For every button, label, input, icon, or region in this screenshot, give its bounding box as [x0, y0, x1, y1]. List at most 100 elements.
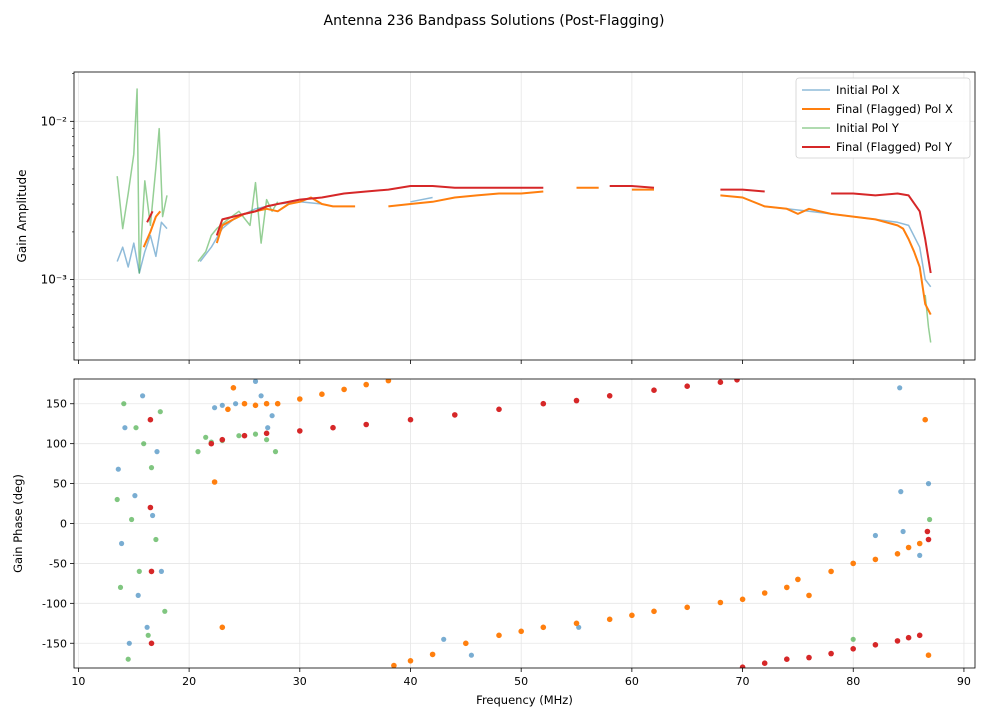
phase-point-final-pol-x: [925, 652, 932, 658]
phase-ytick-label: 0: [60, 518, 67, 531]
phase-point-final-pol-y: [828, 650, 834, 657]
phase-ytick-label: 50: [53, 478, 67, 491]
phase-point-initial-pol-y: [145, 632, 151, 638]
phase-point-initial-pol-x: [258, 393, 264, 399]
phase-point-final-pol-y: [806, 654, 812, 661]
phase-point-final-pol-y: [905, 634, 912, 641]
phase-point-initial-pol-x: [158, 568, 164, 575]
phase-point-initial-pol-x: [468, 652, 474, 658]
phase-ytick-label: 150: [46, 398, 67, 411]
legend-frame: [795, 77, 971, 159]
phase-point-final-pol-x: [850, 560, 856, 567]
phase-point-initial-pol-y: [148, 465, 155, 471]
phase-point-initial-pol-x: [122, 425, 128, 431]
phase-point-final-pol-y: [651, 387, 657, 394]
phase-point-final-pol-y: [925, 536, 932, 543]
phase-point-final-pol-x: [297, 396, 303, 402]
phase-point-final-pol-x: [905, 544, 912, 551]
phase-point-initial-pol-y: [162, 608, 168, 614]
phase-point-final-pol-x: [922, 416, 928, 423]
phase-point-final-pol-x: [606, 616, 613, 623]
phase-point-final-pol-x: [872, 556, 879, 563]
phase-point-initial-pol-x: [900, 528, 906, 535]
phase-point-initial-pol-x: [119, 540, 125, 547]
phase-point-initial-pol-x: [115, 466, 121, 472]
phase-point-initial-pol-x: [150, 512, 156, 519]
phase-point-initial-pol-y: [141, 441, 147, 447]
phase-point-final-pol-x: [684, 604, 690, 611]
phase-point-final-pol-x: [717, 599, 724, 606]
phase-point-initial-pol-x: [140, 393, 146, 399]
phase-point-initial-pol-x: [212, 405, 218, 411]
phase-point-initial-pol-x: [135, 592, 141, 599]
phase-xlabel: Frequency (MHz): [476, 693, 573, 707]
phase-point-final-pol-x: [391, 662, 397, 668]
phase-point-initial-pol-x: [897, 385, 903, 391]
phase-point-final-pol-y: [761, 660, 768, 666]
phase-point-final-pol-x: [916, 540, 923, 547]
legend-label-initial-pol-x: Initial Pol X: [836, 83, 900, 97]
phase-point-initial-pol-y: [136, 568, 142, 575]
phase-point-initial-pol-y: [203, 434, 209, 440]
phase-point-final-pol-y: [916, 632, 923, 639]
phase-point-final-pol-y: [297, 428, 303, 434]
amp-line-final-pol-y: [146, 185, 932, 274]
phase-xtick-label: 50: [514, 675, 528, 688]
phase-point-initial-pol-x: [265, 425, 271, 431]
phase-point-final-pol-x: [540, 624, 547, 631]
phase-point-final-pol-x: [407, 658, 414, 664]
phase-point-final-pol-x: [629, 612, 635, 619]
phase-point-final-pol-y: [606, 393, 613, 399]
phase-point-initial-pol-y: [125, 656, 131, 662]
amp-axes-frame: [73, 71, 976, 361]
phase-point-final-pol-y: [148, 640, 155, 647]
phase-point-final-pol-y: [263, 430, 270, 437]
phase-point-final-pol-x: [363, 381, 370, 388]
phase-point-initial-pol-x: [576, 624, 582, 630]
phase-xtick-label: 20: [182, 675, 196, 688]
phase-xtick-label: 40: [403, 675, 417, 688]
phase-point-final-pol-y: [894, 638, 901, 644]
amp-line-final-pol-x: [142, 186, 932, 316]
figure-title: Antenna 236 Bandpass Solutions (Post-Fla…: [324, 13, 665, 29]
phase-point-final-pol-y: [330, 424, 336, 431]
phase-xtick-label: 10: [71, 675, 85, 688]
phase-point-final-pol-x: [230, 385, 237, 391]
phase-point-initial-pol-y: [252, 431, 259, 437]
phase-ytick-label: -50: [49, 557, 67, 570]
phase-point-final-pol-x: [806, 592, 812, 599]
phase-point-final-pol-y: [147, 416, 154, 423]
phase-point-final-pol-y: [850, 646, 856, 652]
phase-point-initial-pol-x: [872, 532, 879, 539]
legend-label-final-pol-y: Final (Flagged) Pol Y: [836, 140, 953, 154]
phase-point-initial-pol-x: [917, 552, 923, 559]
phase-point-final-pol-x: [573, 620, 580, 627]
phase-point-initial-pol-y: [129, 516, 135, 523]
phase-point-final-pol-x: [429, 651, 436, 658]
phase-point-final-pol-x: [263, 400, 270, 407]
phase-xtick-label: 30: [293, 675, 307, 688]
phase-point-initial-pol-x: [219, 402, 225, 408]
phase-point-final-pol-y: [924, 528, 931, 535]
phase-point-final-pol-x: [739, 596, 746, 603]
phase-point-final-pol-x: [761, 590, 768, 596]
phase-point-initial-pol-y: [195, 449, 201, 455]
phase-point-initial-pol-y: [153, 536, 159, 543]
phase-ytick-label: -100: [42, 597, 67, 610]
phase-point-final-pol-x: [784, 584, 790, 591]
amp-line-initial-pol-x: [116, 196, 932, 288]
phase-point-final-pol-y: [717, 379, 724, 386]
phase-point-final-pol-x: [319, 391, 325, 398]
phase-xtick-label: 60: [625, 675, 639, 688]
phase-point-final-pol-x: [894, 551, 901, 557]
phase-point-initial-pol-x: [252, 379, 259, 384]
phase-xtick-label: 80: [846, 675, 860, 688]
phase-xtick-label: 70: [736, 675, 750, 688]
phase-point-final-pol-y: [734, 379, 740, 383]
phase-point-initial-pol-y: [272, 449, 279, 455]
phase-point-final-pol-x: [828, 568, 834, 575]
phase-point-final-pol-y: [573, 397, 580, 404]
phase-point-final-pol-y: [148, 568, 155, 575]
phase-point-final-pol-y: [241, 432, 248, 439]
